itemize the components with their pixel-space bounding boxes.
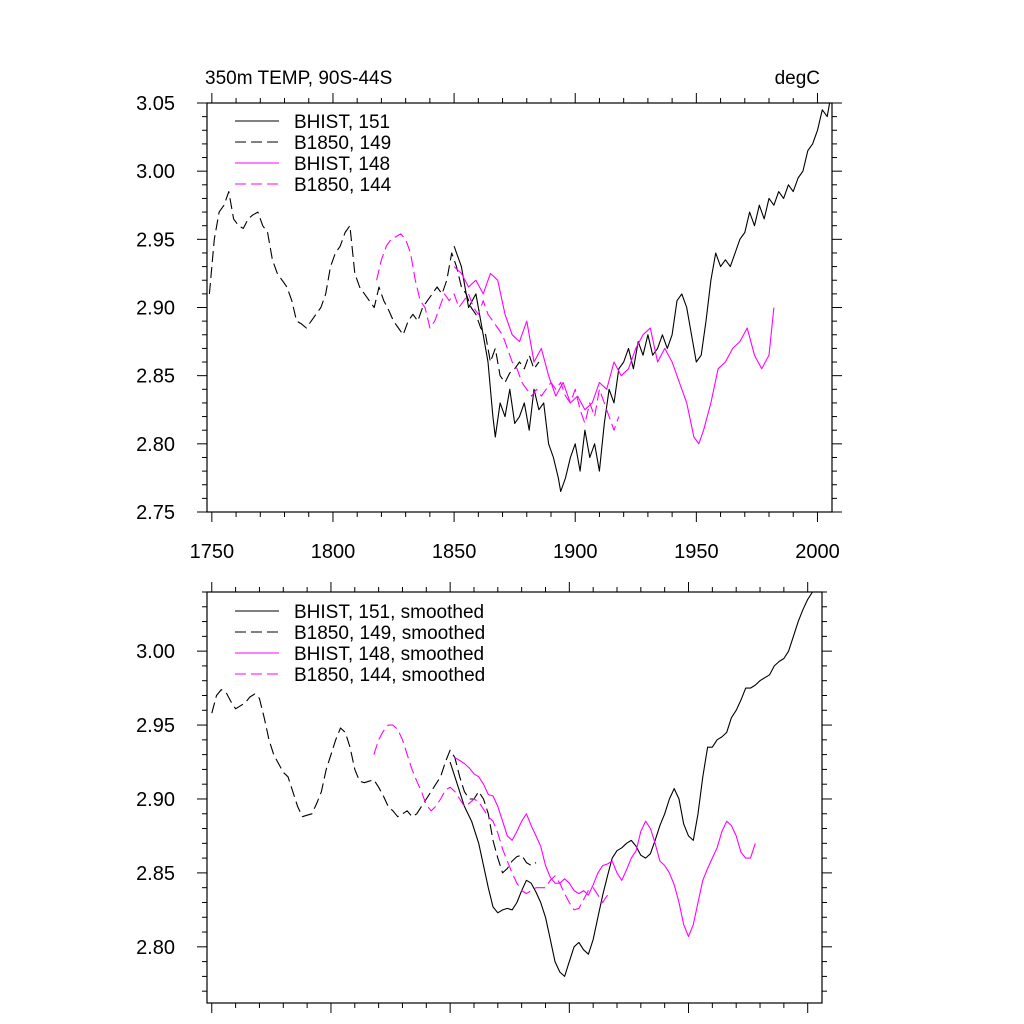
- chart-title: 350m TEMP, 90S-44S: [205, 68, 392, 89]
- plot-frame: [206, 591, 823, 1004]
- legend-label: B1850, 149, smoothed: [294, 623, 485, 644]
- legend-label: BHIST, 148: [294, 154, 390, 175]
- y-tick-label: 2.85: [136, 863, 175, 885]
- y-tick-label: 2.80: [136, 937, 175, 959]
- top-plot: 350m TEMP, 90S-44S degC 1750 1800 1850 1900…: [136, 68, 842, 563]
- x-tick-label: 1950: [674, 541, 719, 563]
- legend-label: B1850, 149: [294, 133, 391, 154]
- y-tick-label: 2.85: [136, 366, 175, 388]
- series-line: [211, 689, 537, 874]
- y-tick-label: 2.95: [136, 229, 175, 251]
- y-tick-label: 2.75: [136, 502, 175, 524]
- units-label: degC: [775, 68, 820, 89]
- bottom-plot: 2.80 2.85 2.90 2.95 3.00 BHIST, 151, smoothed…: [136, 582, 832, 1013]
- y-tick-label: 3.00: [136, 641, 175, 663]
- series-line: [453, 102, 831, 493]
- y-tick-label: 2.90: [136, 298, 175, 320]
- y-tick-label: 3.05: [136, 93, 175, 115]
- series-line: [373, 724, 608, 911]
- x-tick-label: 1850: [432, 541, 477, 563]
- x-tick-label: 2000: [795, 541, 840, 563]
- y-tick-label: 2.80: [136, 434, 175, 456]
- y-tick-label: 2.90: [136, 789, 175, 811]
- legend-label: BHIST, 151: [294, 112, 390, 133]
- legend-label: BHIST, 151, smoothed: [294, 602, 484, 623]
- y-tick-label: 2.95: [136, 715, 175, 737]
- x-tick-label: 1800: [311, 541, 356, 563]
- legend-label: BHIST, 148, smoothed: [294, 644, 484, 665]
- series-line: [453, 266, 775, 445]
- series-line: [208, 191, 540, 384]
- legend-label: B1850, 144: [294, 175, 392, 196]
- series-line: [454, 757, 756, 938]
- y-tick-label: 3.00: [136, 161, 175, 183]
- legend-label: B1850, 144, smoothed: [294, 665, 485, 686]
- series-line: [449, 591, 813, 977]
- series-line: [376, 233, 620, 431]
- x-tick-label: 1900: [553, 541, 598, 563]
- x-tick-label: 1750: [190, 541, 235, 563]
